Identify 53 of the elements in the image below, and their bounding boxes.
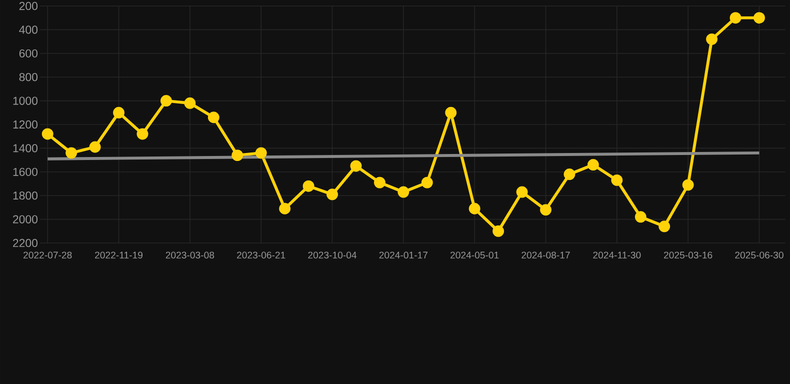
point <box>184 97 196 109</box>
x-tick-label: 2025-03-16 <box>664 252 712 258</box>
point <box>302 180 314 192</box>
x-tick-label: 2023-10-04 <box>308 252 357 258</box>
point <box>113 106 124 118</box>
point <box>706 33 718 45</box>
y-tick-label: 1200 <box>13 120 38 129</box>
point <box>279 202 291 214</box>
point <box>160 95 172 107</box>
y-tick-label: 1000 <box>13 96 38 105</box>
y-tick-label: 400 <box>19 26 38 34</box>
point <box>682 179 694 191</box>
y-tick-label: 2200 <box>13 238 38 248</box>
point <box>564 168 576 180</box>
y-tick-label: 1600 <box>13 168 38 176</box>
x-tick-label: 2023-06-21 <box>237 252 286 258</box>
point <box>232 150 244 162</box>
point <box>66 147 78 159</box>
y-tick-label: 200 <box>19 2 38 10</box>
point <box>468 202 480 214</box>
x-tick-label: 2022-07-28 <box>24 252 72 258</box>
point <box>445 106 457 118</box>
point <box>611 174 623 186</box>
point <box>754 12 765 24</box>
point <box>730 12 742 24</box>
point <box>540 204 552 216</box>
y-tick-label: 600 <box>19 49 38 58</box>
y-tick-label: 1800 <box>13 192 38 200</box>
x-tick-label: 2024-01-17 <box>379 252 428 258</box>
x-tick-label: 2024-05-01 <box>450 252 499 258</box>
point <box>89 141 101 153</box>
x-tick-label: 2022-11-19 <box>95 252 143 258</box>
x-tick-label: 2023-03-08 <box>166 252 214 258</box>
x-tick-label: 2024-11-30 <box>593 252 641 258</box>
y-tick-label: 2000 <box>13 215 38 224</box>
point <box>208 112 220 124</box>
point <box>326 188 338 200</box>
point <box>42 128 54 140</box>
point <box>516 186 528 198</box>
y-tick-label: 800 <box>19 73 38 82</box>
point <box>658 220 670 232</box>
point <box>398 186 410 198</box>
point <box>421 176 433 188</box>
point <box>136 128 148 140</box>
x-tick-label: 2024-08-17 <box>522 252 570 258</box>
point <box>587 159 599 171</box>
x-tick-label: 2025-06-30 <box>735 252 784 258</box>
point <box>255 147 267 159</box>
point <box>634 211 646 223</box>
point <box>492 225 504 237</box>
point <box>374 176 386 188</box>
y-tick-label: 1400 <box>13 144 38 152</box>
point <box>350 160 362 172</box>
